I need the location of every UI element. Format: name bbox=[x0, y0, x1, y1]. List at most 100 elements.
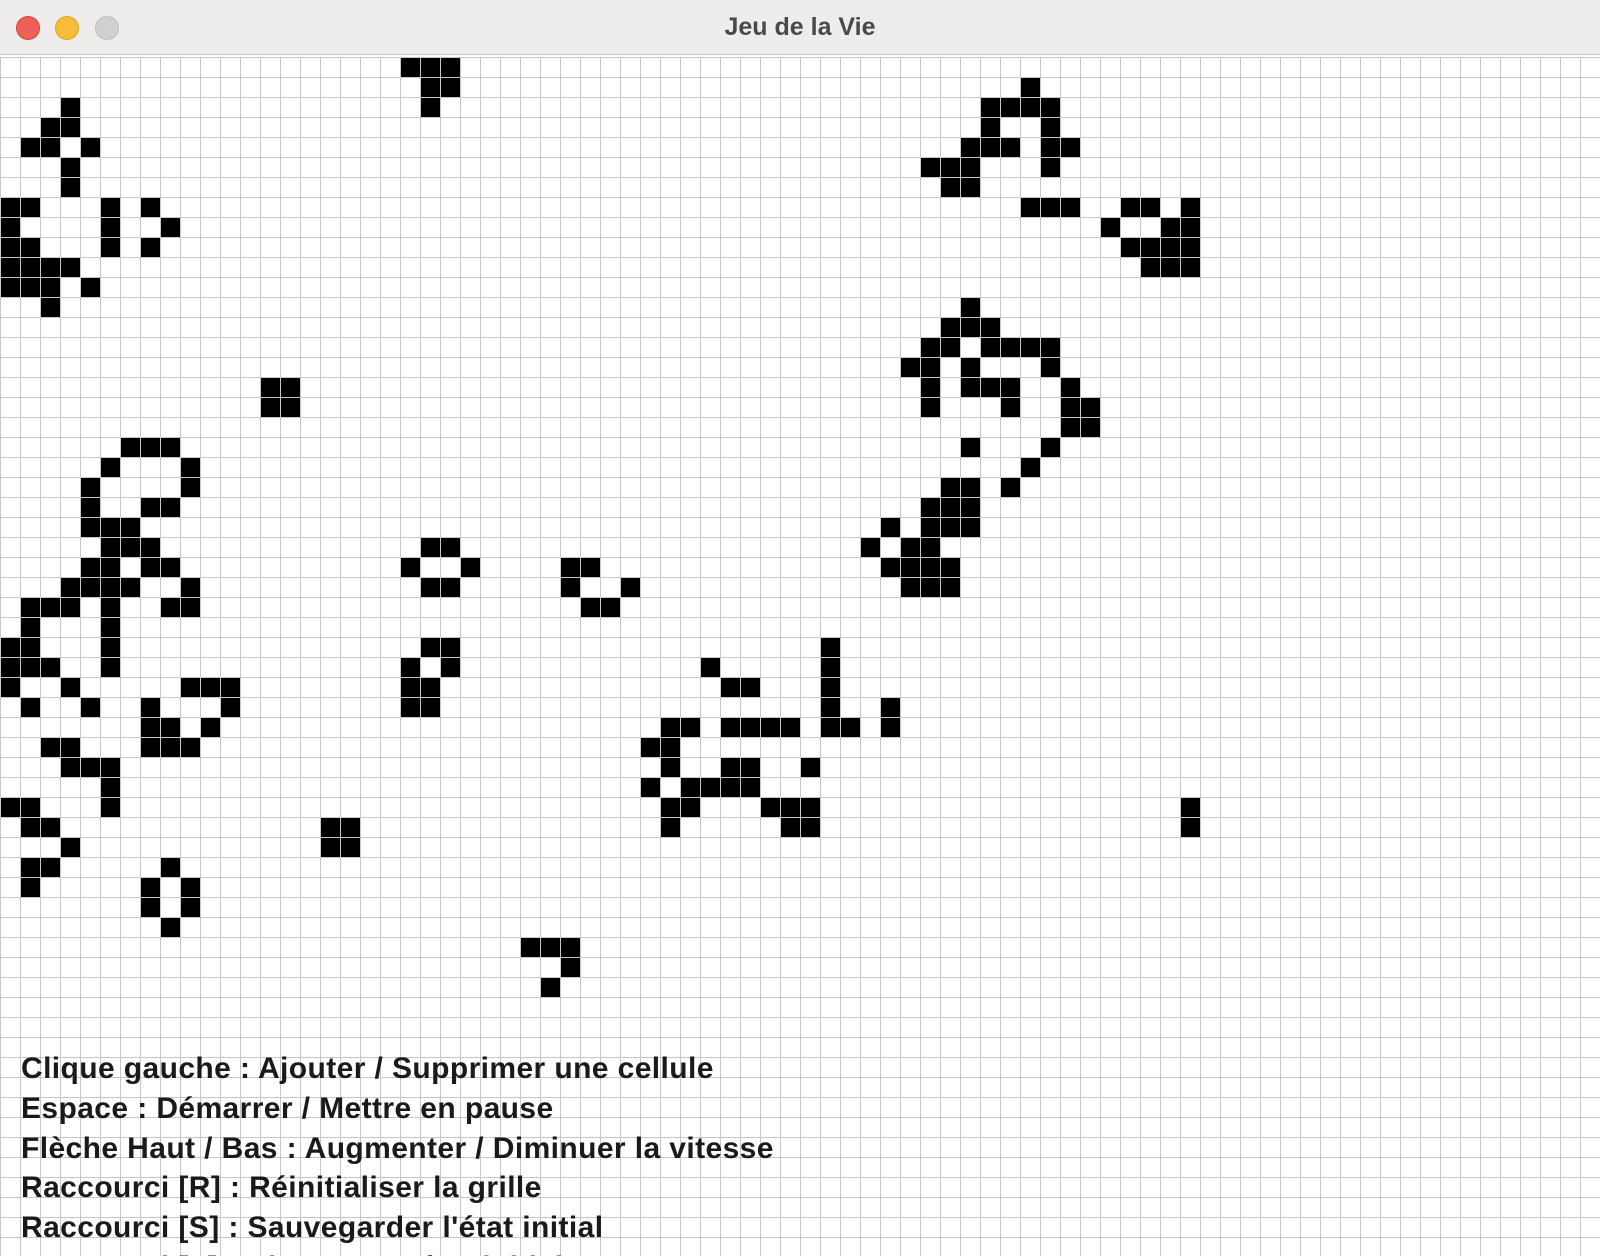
live-cell[interactable] bbox=[1041, 158, 1060, 177]
live-cell[interactable] bbox=[961, 478, 980, 497]
live-cell[interactable] bbox=[661, 718, 680, 737]
live-cell[interactable] bbox=[1021, 98, 1040, 117]
live-cell[interactable] bbox=[161, 558, 180, 577]
live-cell[interactable] bbox=[821, 678, 840, 697]
live-cell[interactable] bbox=[1061, 378, 1080, 397]
live-cell[interactable] bbox=[1041, 438, 1060, 457]
live-cell[interactable] bbox=[421, 678, 440, 697]
live-cell[interactable] bbox=[61, 158, 80, 177]
live-cell[interactable] bbox=[61, 678, 80, 697]
live-cell[interactable] bbox=[141, 238, 160, 257]
live-cell[interactable] bbox=[741, 718, 760, 737]
live-cell[interactable] bbox=[1041, 98, 1060, 117]
live-cell[interactable] bbox=[281, 398, 300, 417]
live-cell[interactable] bbox=[321, 838, 340, 857]
live-cell[interactable] bbox=[681, 778, 700, 797]
live-cell[interactable] bbox=[41, 118, 60, 137]
live-cell[interactable] bbox=[781, 798, 800, 817]
live-cell[interactable] bbox=[1101, 218, 1120, 237]
live-cell[interactable] bbox=[641, 738, 660, 757]
live-cell[interactable] bbox=[221, 678, 240, 697]
live-cell[interactable] bbox=[41, 858, 60, 877]
live-cell[interactable] bbox=[61, 578, 80, 597]
live-cell[interactable] bbox=[341, 818, 360, 837]
live-cell[interactable] bbox=[181, 898, 200, 917]
live-cell[interactable] bbox=[1, 638, 20, 657]
live-cell[interactable] bbox=[721, 778, 740, 797]
live-cell[interactable] bbox=[981, 98, 1000, 117]
live-cell[interactable] bbox=[161, 738, 180, 757]
live-cell[interactable] bbox=[421, 78, 440, 97]
close-window-button[interactable] bbox=[16, 16, 40, 40]
live-cell[interactable] bbox=[41, 298, 60, 317]
live-cell[interactable] bbox=[961, 498, 980, 517]
live-cell[interactable] bbox=[901, 538, 920, 557]
live-cell[interactable] bbox=[81, 558, 100, 577]
live-cell[interactable] bbox=[21, 598, 40, 617]
live-cell[interactable] bbox=[961, 298, 980, 317]
live-cell[interactable] bbox=[201, 678, 220, 697]
live-cell[interactable] bbox=[181, 578, 200, 597]
live-cell[interactable] bbox=[1001, 478, 1020, 497]
live-cell[interactable] bbox=[881, 518, 900, 537]
live-cell[interactable] bbox=[921, 398, 940, 417]
live-cell[interactable] bbox=[661, 798, 680, 817]
live-cell[interactable] bbox=[1021, 458, 1040, 477]
live-cell[interactable] bbox=[61, 758, 80, 777]
live-cell[interactable] bbox=[1, 198, 20, 217]
live-cell[interactable] bbox=[441, 578, 460, 597]
live-cell[interactable] bbox=[101, 618, 120, 637]
live-cell[interactable] bbox=[1141, 198, 1160, 217]
live-cell[interactable] bbox=[81, 478, 100, 497]
live-cell[interactable] bbox=[61, 258, 80, 277]
zoom-window-button[interactable] bbox=[95, 16, 119, 40]
live-cell[interactable] bbox=[201, 718, 220, 737]
live-cell[interactable] bbox=[1, 678, 20, 697]
live-cell[interactable] bbox=[1121, 198, 1140, 217]
live-cell[interactable] bbox=[41, 138, 60, 157]
live-cell[interactable] bbox=[41, 598, 60, 617]
live-cell[interactable] bbox=[421, 98, 440, 117]
live-cell[interactable] bbox=[161, 918, 180, 937]
live-cell[interactable] bbox=[41, 738, 60, 757]
live-cell[interactable] bbox=[1, 218, 20, 237]
live-cell[interactable] bbox=[141, 198, 160, 217]
live-cell[interactable] bbox=[581, 558, 600, 577]
live-cell[interactable] bbox=[1181, 258, 1200, 277]
live-cell[interactable] bbox=[441, 58, 460, 77]
live-cell[interactable] bbox=[941, 178, 960, 197]
live-cell[interactable] bbox=[421, 538, 440, 557]
live-cell[interactable] bbox=[1001, 378, 1020, 397]
live-cell[interactable] bbox=[21, 278, 40, 297]
live-cell[interactable] bbox=[561, 578, 580, 597]
live-cell[interactable] bbox=[961, 378, 980, 397]
live-cell[interactable] bbox=[341, 838, 360, 857]
live-cell[interactable] bbox=[81, 758, 100, 777]
live-cell[interactable] bbox=[721, 758, 740, 777]
live-cell[interactable] bbox=[981, 378, 1000, 397]
live-cell[interactable] bbox=[941, 158, 960, 177]
live-cell[interactable] bbox=[161, 598, 180, 617]
live-cell[interactable] bbox=[821, 718, 840, 737]
live-cell[interactable] bbox=[41, 658, 60, 677]
live-cell[interactable] bbox=[1041, 338, 1060, 357]
live-cell[interactable] bbox=[961, 358, 980, 377]
live-cell[interactable] bbox=[1061, 138, 1080, 157]
live-cell[interactable] bbox=[261, 398, 280, 417]
live-cell[interactable] bbox=[101, 658, 120, 677]
live-cell[interactable] bbox=[1001, 138, 1020, 157]
live-cell[interactable] bbox=[961, 158, 980, 177]
live-cell[interactable] bbox=[61, 738, 80, 757]
live-cell[interactable] bbox=[1041, 138, 1060, 157]
live-cell[interactable] bbox=[681, 718, 700, 737]
live-cell[interactable] bbox=[101, 518, 120, 537]
live-cell[interactable] bbox=[221, 698, 240, 717]
live-cell[interactable] bbox=[921, 498, 940, 517]
live-cell[interactable] bbox=[941, 318, 960, 337]
live-cell[interactable] bbox=[921, 518, 940, 537]
live-cell[interactable] bbox=[101, 758, 120, 777]
live-cell[interactable] bbox=[781, 818, 800, 837]
live-cell[interactable] bbox=[861, 538, 880, 557]
live-cell[interactable] bbox=[81, 578, 100, 597]
live-cell[interactable] bbox=[101, 458, 120, 477]
